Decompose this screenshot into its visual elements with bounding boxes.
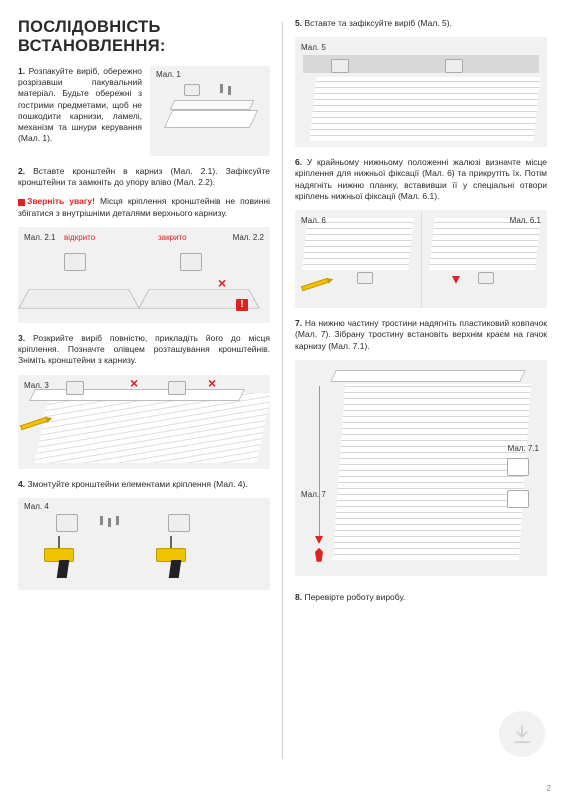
step-2-num: 2. (18, 166, 25, 176)
step-3-text: 3. Розкрийте виріб повністю, прикладіть … (18, 333, 270, 367)
step-4-num: 4. (18, 479, 25, 489)
watermark-download-icon (499, 711, 545, 757)
step-2-body: Вставте кронштейн в карниз (Мал. 2.1). З… (18, 166, 270, 187)
step-4-body: Змонтуйте кронштейни елементами кріпленн… (27, 479, 247, 489)
warning-lead: Зверніть увагу! (27, 196, 95, 206)
step-5-body: Вставте та зафіксуйте виріб (Мал. 5). (304, 18, 451, 28)
step-5-num: 5. (295, 18, 302, 28)
figure-1: Мал. 1 (150, 66, 270, 156)
step-1-row: 1. Розпакуйте виріб, обережно розрізавши… (18, 66, 270, 166)
step-7-body: На нижню частину тростини надягніть плас… (295, 318, 547, 350)
figure-3-label: Мал. 3 (24, 381, 49, 390)
cord-icon (319, 386, 320, 536)
page: ПОСЛІДОВНІСТЬ ВСТАНОВЛЕННЯ: 1. Розпакуйт… (0, 0, 565, 799)
figure-2: Мал. 2.1 відкрито закрито Мал. 2.2 × ! (18, 227, 270, 323)
figure-7: Мал. 7.1 Мал. 7 (295, 360, 547, 576)
step-5-text: 5. Вставте та зафіксуйте виріб (Мал. 5). (295, 18, 547, 29)
figure-6: Мал. 6 Мал. 6.1 (295, 210, 547, 308)
step-8-num: 8. (295, 592, 302, 602)
figure-4: Мал. 4 (18, 498, 270, 590)
figure-71-label: Мал. 7.1 (508, 444, 539, 453)
step-8-body: Перевірте роботу виробу. (304, 592, 405, 602)
warning-square-icon (18, 199, 25, 206)
figure-3: Мал. 3 × × (18, 375, 270, 469)
tassel-icon (315, 548, 323, 562)
left-column: ПОСЛІДОВНІСТЬ ВСТАНОВЛЕННЯ: 1. Розпакуйт… (18, 18, 282, 787)
x-mark-icon: × (218, 277, 230, 289)
figure-5: Мал. 5 (295, 37, 547, 147)
step-2-text: 2. Вставте кронштейн в карниз (Мал. 2.1)… (18, 166, 270, 188)
step-1-num: 1. (18, 66, 25, 76)
figure-21-label: Мал. 2.1 (24, 233, 55, 242)
figure-7-label: Мал. 7 (301, 490, 326, 499)
figure-61-label: Мал. 6.1 (510, 216, 541, 225)
step-6-num: 6. (295, 157, 302, 167)
pencil-icon (301, 278, 329, 291)
step-4-text: 4. Змонтуйте кронштейни елементами кріпл… (18, 479, 270, 490)
step-3-num: 3. (18, 333, 25, 343)
page-title: ПОСЛІДОВНІСТЬ ВСТАНОВЛЕННЯ: (18, 18, 270, 56)
step-1-text: 1. Розпакуйте виріб, обережно розрізавши… (18, 66, 142, 158)
drill-icon (150, 546, 190, 580)
figure-2-closed-label: закрито (158, 233, 187, 242)
figure-2-open-label: відкрито (64, 233, 95, 242)
step-6-text: 6. У крайньому нижньому положенні жалюзі… (295, 157, 547, 202)
step-3-body: Розкрийте виріб повністю, прикладіть йог… (18, 333, 270, 365)
step-7-text: 7. На нижню частину тростини надягніть п… (295, 318, 547, 352)
page-number: 2 (547, 784, 551, 793)
right-column: 5. Вставте та зафіксуйте виріб (Мал. 5).… (283, 18, 547, 787)
step-6-body: У крайньому нижньому положенні жалюзі ви… (295, 157, 547, 201)
step-2-warning: Зверніть увагу! Місця кріплення кронштей… (18, 196, 270, 218)
step-8-text: 8. Перевірте роботу виробу. (295, 592, 547, 603)
figure-5-label: Мал. 5 (301, 43, 326, 52)
drill-icon (38, 546, 78, 580)
step-7-num: 7. (295, 318, 302, 328)
step-1-body: Розпакуйте виріб, обережно розрізавши па… (18, 66, 142, 143)
figure-6-label: Мал. 6 (301, 216, 326, 225)
x-mark-icon: × (130, 377, 142, 389)
figure-4-label: Мал. 4 (24, 502, 49, 511)
figure-22-label: Мал. 2.2 (233, 233, 264, 242)
arrow-down-icon (452, 276, 460, 284)
exclamation-icon: ! (236, 299, 248, 311)
x-mark-icon: × (208, 377, 220, 389)
arrow-down-icon (315, 536, 323, 544)
figure-1-label: Мал. 1 (156, 70, 181, 79)
